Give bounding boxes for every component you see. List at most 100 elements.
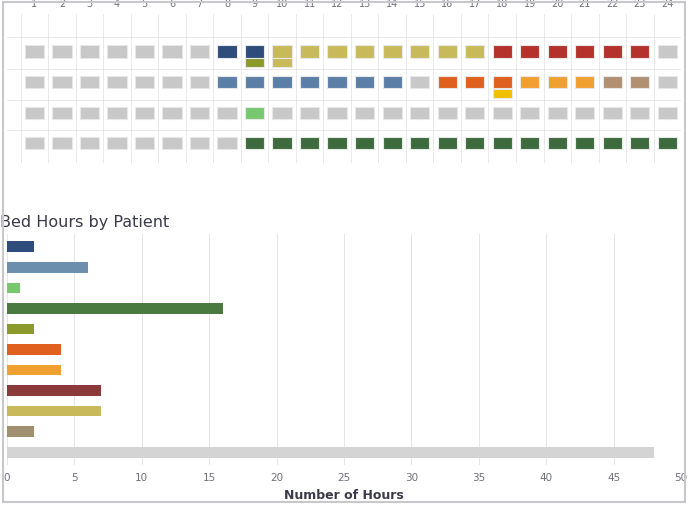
FancyBboxPatch shape: [245, 46, 264, 59]
FancyBboxPatch shape: [107, 46, 127, 59]
FancyBboxPatch shape: [300, 138, 319, 150]
FancyBboxPatch shape: [383, 46, 402, 59]
Bar: [7, 365, 61, 376]
FancyBboxPatch shape: [190, 138, 209, 150]
FancyBboxPatch shape: [575, 46, 594, 59]
FancyBboxPatch shape: [327, 138, 347, 150]
FancyBboxPatch shape: [327, 108, 347, 120]
Bar: [7, 304, 223, 314]
FancyBboxPatch shape: [438, 108, 457, 120]
Bar: [7, 385, 101, 396]
FancyBboxPatch shape: [190, 46, 209, 59]
FancyBboxPatch shape: [190, 77, 209, 89]
Bar: [7, 406, 101, 417]
Bar: [7, 263, 88, 273]
FancyBboxPatch shape: [575, 138, 594, 150]
FancyBboxPatch shape: [548, 138, 567, 150]
FancyBboxPatch shape: [162, 138, 182, 150]
Bar: [7, 242, 34, 252]
FancyBboxPatch shape: [245, 59, 264, 68]
FancyBboxPatch shape: [410, 77, 429, 89]
FancyBboxPatch shape: [603, 138, 622, 150]
FancyBboxPatch shape: [465, 108, 484, 120]
FancyBboxPatch shape: [300, 77, 319, 89]
FancyBboxPatch shape: [52, 108, 72, 120]
FancyBboxPatch shape: [25, 46, 44, 59]
FancyBboxPatch shape: [603, 108, 622, 120]
FancyBboxPatch shape: [548, 46, 567, 59]
FancyBboxPatch shape: [52, 46, 72, 59]
FancyBboxPatch shape: [493, 138, 512, 150]
Bar: [7, 427, 34, 437]
FancyBboxPatch shape: [272, 108, 292, 120]
FancyBboxPatch shape: [52, 77, 72, 89]
FancyBboxPatch shape: [383, 138, 402, 150]
FancyBboxPatch shape: [217, 77, 237, 89]
FancyBboxPatch shape: [80, 138, 99, 150]
FancyBboxPatch shape: [217, 46, 237, 59]
FancyBboxPatch shape: [658, 46, 677, 59]
FancyBboxPatch shape: [355, 46, 374, 59]
FancyBboxPatch shape: [493, 108, 512, 120]
FancyBboxPatch shape: [493, 90, 512, 99]
FancyBboxPatch shape: [300, 46, 319, 59]
FancyBboxPatch shape: [107, 77, 127, 89]
FancyBboxPatch shape: [80, 77, 99, 89]
Text: Bed Hours by Patient: Bed Hours by Patient: [0, 215, 169, 230]
FancyBboxPatch shape: [217, 108, 237, 120]
FancyBboxPatch shape: [327, 77, 347, 89]
FancyBboxPatch shape: [25, 138, 44, 150]
FancyBboxPatch shape: [162, 46, 182, 59]
FancyBboxPatch shape: [272, 138, 292, 150]
FancyBboxPatch shape: [327, 46, 347, 59]
FancyBboxPatch shape: [493, 46, 512, 59]
X-axis label: Number of Hours: Number of Hours: [284, 488, 404, 501]
FancyBboxPatch shape: [438, 138, 457, 150]
Bar: [7, 447, 654, 458]
FancyBboxPatch shape: [410, 46, 429, 59]
FancyBboxPatch shape: [438, 77, 457, 89]
FancyBboxPatch shape: [355, 77, 374, 89]
Bar: [7, 344, 61, 355]
FancyBboxPatch shape: [465, 77, 484, 89]
FancyBboxPatch shape: [548, 108, 567, 120]
FancyBboxPatch shape: [135, 108, 154, 120]
FancyBboxPatch shape: [575, 108, 594, 120]
FancyBboxPatch shape: [603, 46, 622, 59]
FancyBboxPatch shape: [658, 77, 677, 89]
FancyBboxPatch shape: [630, 138, 649, 150]
FancyBboxPatch shape: [107, 108, 127, 120]
FancyBboxPatch shape: [272, 59, 292, 68]
FancyBboxPatch shape: [410, 108, 429, 120]
FancyBboxPatch shape: [548, 77, 567, 89]
Bar: [7, 324, 34, 335]
FancyBboxPatch shape: [80, 108, 99, 120]
FancyBboxPatch shape: [493, 77, 512, 89]
FancyBboxPatch shape: [465, 138, 484, 150]
FancyBboxPatch shape: [630, 46, 649, 59]
FancyBboxPatch shape: [603, 77, 622, 89]
FancyBboxPatch shape: [465, 46, 484, 59]
FancyBboxPatch shape: [245, 108, 264, 120]
FancyBboxPatch shape: [383, 108, 402, 120]
FancyBboxPatch shape: [383, 77, 402, 89]
FancyBboxPatch shape: [300, 108, 319, 120]
FancyBboxPatch shape: [25, 108, 44, 120]
FancyBboxPatch shape: [520, 77, 539, 89]
FancyBboxPatch shape: [355, 108, 374, 120]
FancyBboxPatch shape: [190, 108, 209, 120]
FancyBboxPatch shape: [630, 77, 649, 89]
Bar: [7, 283, 21, 293]
FancyBboxPatch shape: [135, 138, 154, 150]
FancyBboxPatch shape: [25, 77, 44, 89]
FancyBboxPatch shape: [107, 138, 127, 150]
FancyBboxPatch shape: [520, 46, 539, 59]
FancyBboxPatch shape: [355, 138, 374, 150]
FancyBboxPatch shape: [575, 77, 594, 89]
FancyBboxPatch shape: [80, 46, 99, 59]
FancyBboxPatch shape: [520, 108, 539, 120]
FancyBboxPatch shape: [135, 46, 154, 59]
FancyBboxPatch shape: [630, 108, 649, 120]
FancyBboxPatch shape: [658, 108, 677, 120]
FancyBboxPatch shape: [245, 138, 264, 150]
